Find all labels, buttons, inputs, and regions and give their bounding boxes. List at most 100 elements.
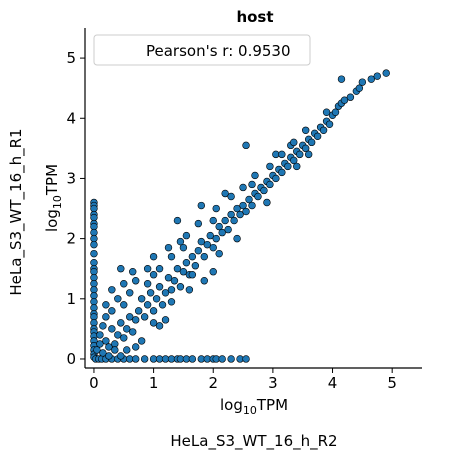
data-point — [367, 75, 375, 83]
x-axis-label: log10TPM — [220, 396, 288, 417]
data-point — [194, 219, 203, 228]
data-point — [236, 210, 244, 219]
data-point — [143, 280, 152, 288]
data-point — [132, 316, 140, 324]
x-axis-label-unit: TPM — [256, 396, 288, 414]
data-point — [218, 228, 226, 237]
data-point — [266, 180, 274, 189]
x-sample-label: HeLa_S3_WT_16_h_R2 — [170, 432, 337, 451]
data-point — [206, 231, 214, 240]
y-tick-label: 2 — [66, 230, 76, 248]
x-tick-label: 4 — [328, 374, 338, 392]
data-point — [242, 355, 250, 363]
data-point — [126, 313, 134, 321]
data-point — [173, 216, 182, 225]
points-layer — [90, 69, 390, 363]
y-tick-label: 5 — [66, 49, 76, 67]
data-point — [230, 216, 238, 225]
y-ticks: 0 1 2 3 4 5 — [66, 49, 85, 368]
data-point — [212, 234, 220, 243]
y-axis-label: log10TPM — [43, 164, 64, 232]
data-point — [105, 352, 113, 360]
data-point — [266, 162, 274, 171]
data-point — [176, 237, 185, 246]
data-point — [227, 355, 235, 363]
data-point — [182, 258, 191, 267]
data-point — [194, 246, 203, 255]
data-point — [93, 346, 101, 354]
data-point — [173, 265, 182, 273]
data-point — [105, 343, 113, 351]
data-point — [90, 240, 98, 249]
data-point — [167, 298, 176, 306]
data-point — [123, 346, 131, 354]
data-point — [319, 126, 328, 135]
data-point — [200, 277, 208, 285]
data-point — [373, 72, 381, 80]
data-point — [293, 162, 301, 171]
data-point — [117, 319, 125, 327]
data-point — [137, 337, 146, 345]
data-point — [143, 301, 152, 309]
x-ticks: 0 1 2 3 4 5 — [89, 368, 397, 392]
data-point — [382, 69, 390, 77]
data-point — [278, 168, 286, 177]
y-axis-label-sub: 10 — [51, 195, 64, 209]
data-point — [126, 289, 134, 297]
data-point — [209, 243, 217, 252]
data-point — [245, 195, 253, 204]
data-point — [149, 307, 158, 315]
data-point — [179, 268, 188, 276]
data-point — [227, 192, 235, 201]
data-point — [209, 216, 217, 225]
data-point — [227, 210, 235, 219]
data-point — [137, 295, 146, 303]
data-point — [108, 307, 116, 315]
data-point — [313, 132, 322, 141]
data-point — [325, 120, 334, 128]
legend-box: Pearson's r: 0.9530 — [93, 34, 311, 66]
y-tick-label: 0 — [66, 350, 76, 368]
data-point — [120, 280, 128, 288]
data-point — [251, 171, 259, 180]
x-axis-label-sub: 10 — [243, 404, 257, 417]
data-point — [170, 277, 179, 285]
data-point — [164, 243, 173, 252]
y-tick-label: 1 — [66, 290, 76, 308]
data-point — [340, 96, 349, 104]
data-point — [301, 126, 310, 135]
data-point — [197, 237, 206, 246]
data-point — [114, 295, 122, 303]
data-point — [284, 162, 292, 171]
data-point — [331, 108, 340, 116]
data-point — [102, 301, 110, 309]
data-point — [123, 325, 131, 333]
data-point — [197, 201, 206, 210]
data-point — [132, 343, 140, 351]
data-point — [149, 271, 158, 279]
data-point — [102, 337, 110, 345]
data-point — [164, 274, 173, 282]
data-point — [155, 283, 164, 291]
data-point — [212, 204, 220, 213]
data-point — [337, 75, 346, 83]
data-point — [149, 319, 158, 327]
y-axis-label-base: log — [43, 209, 61, 232]
x-tick-label: 2 — [208, 374, 218, 392]
data-point — [120, 301, 128, 309]
x-tick-label: 0 — [89, 374, 99, 392]
data-point — [242, 207, 250, 216]
y-tick-label: 4 — [66, 109, 76, 127]
data-point — [209, 268, 217, 276]
x-tick-label: 1 — [149, 374, 159, 392]
data-point — [161, 316, 170, 324]
data-point — [272, 174, 280, 183]
data-point — [96, 340, 104, 348]
data-point — [152, 295, 161, 303]
data-point — [290, 156, 298, 165]
data-point — [307, 138, 316, 147]
data-point — [108, 286, 116, 294]
data-point — [140, 355, 149, 363]
data-point — [358, 78, 367, 86]
data-point — [158, 301, 167, 309]
